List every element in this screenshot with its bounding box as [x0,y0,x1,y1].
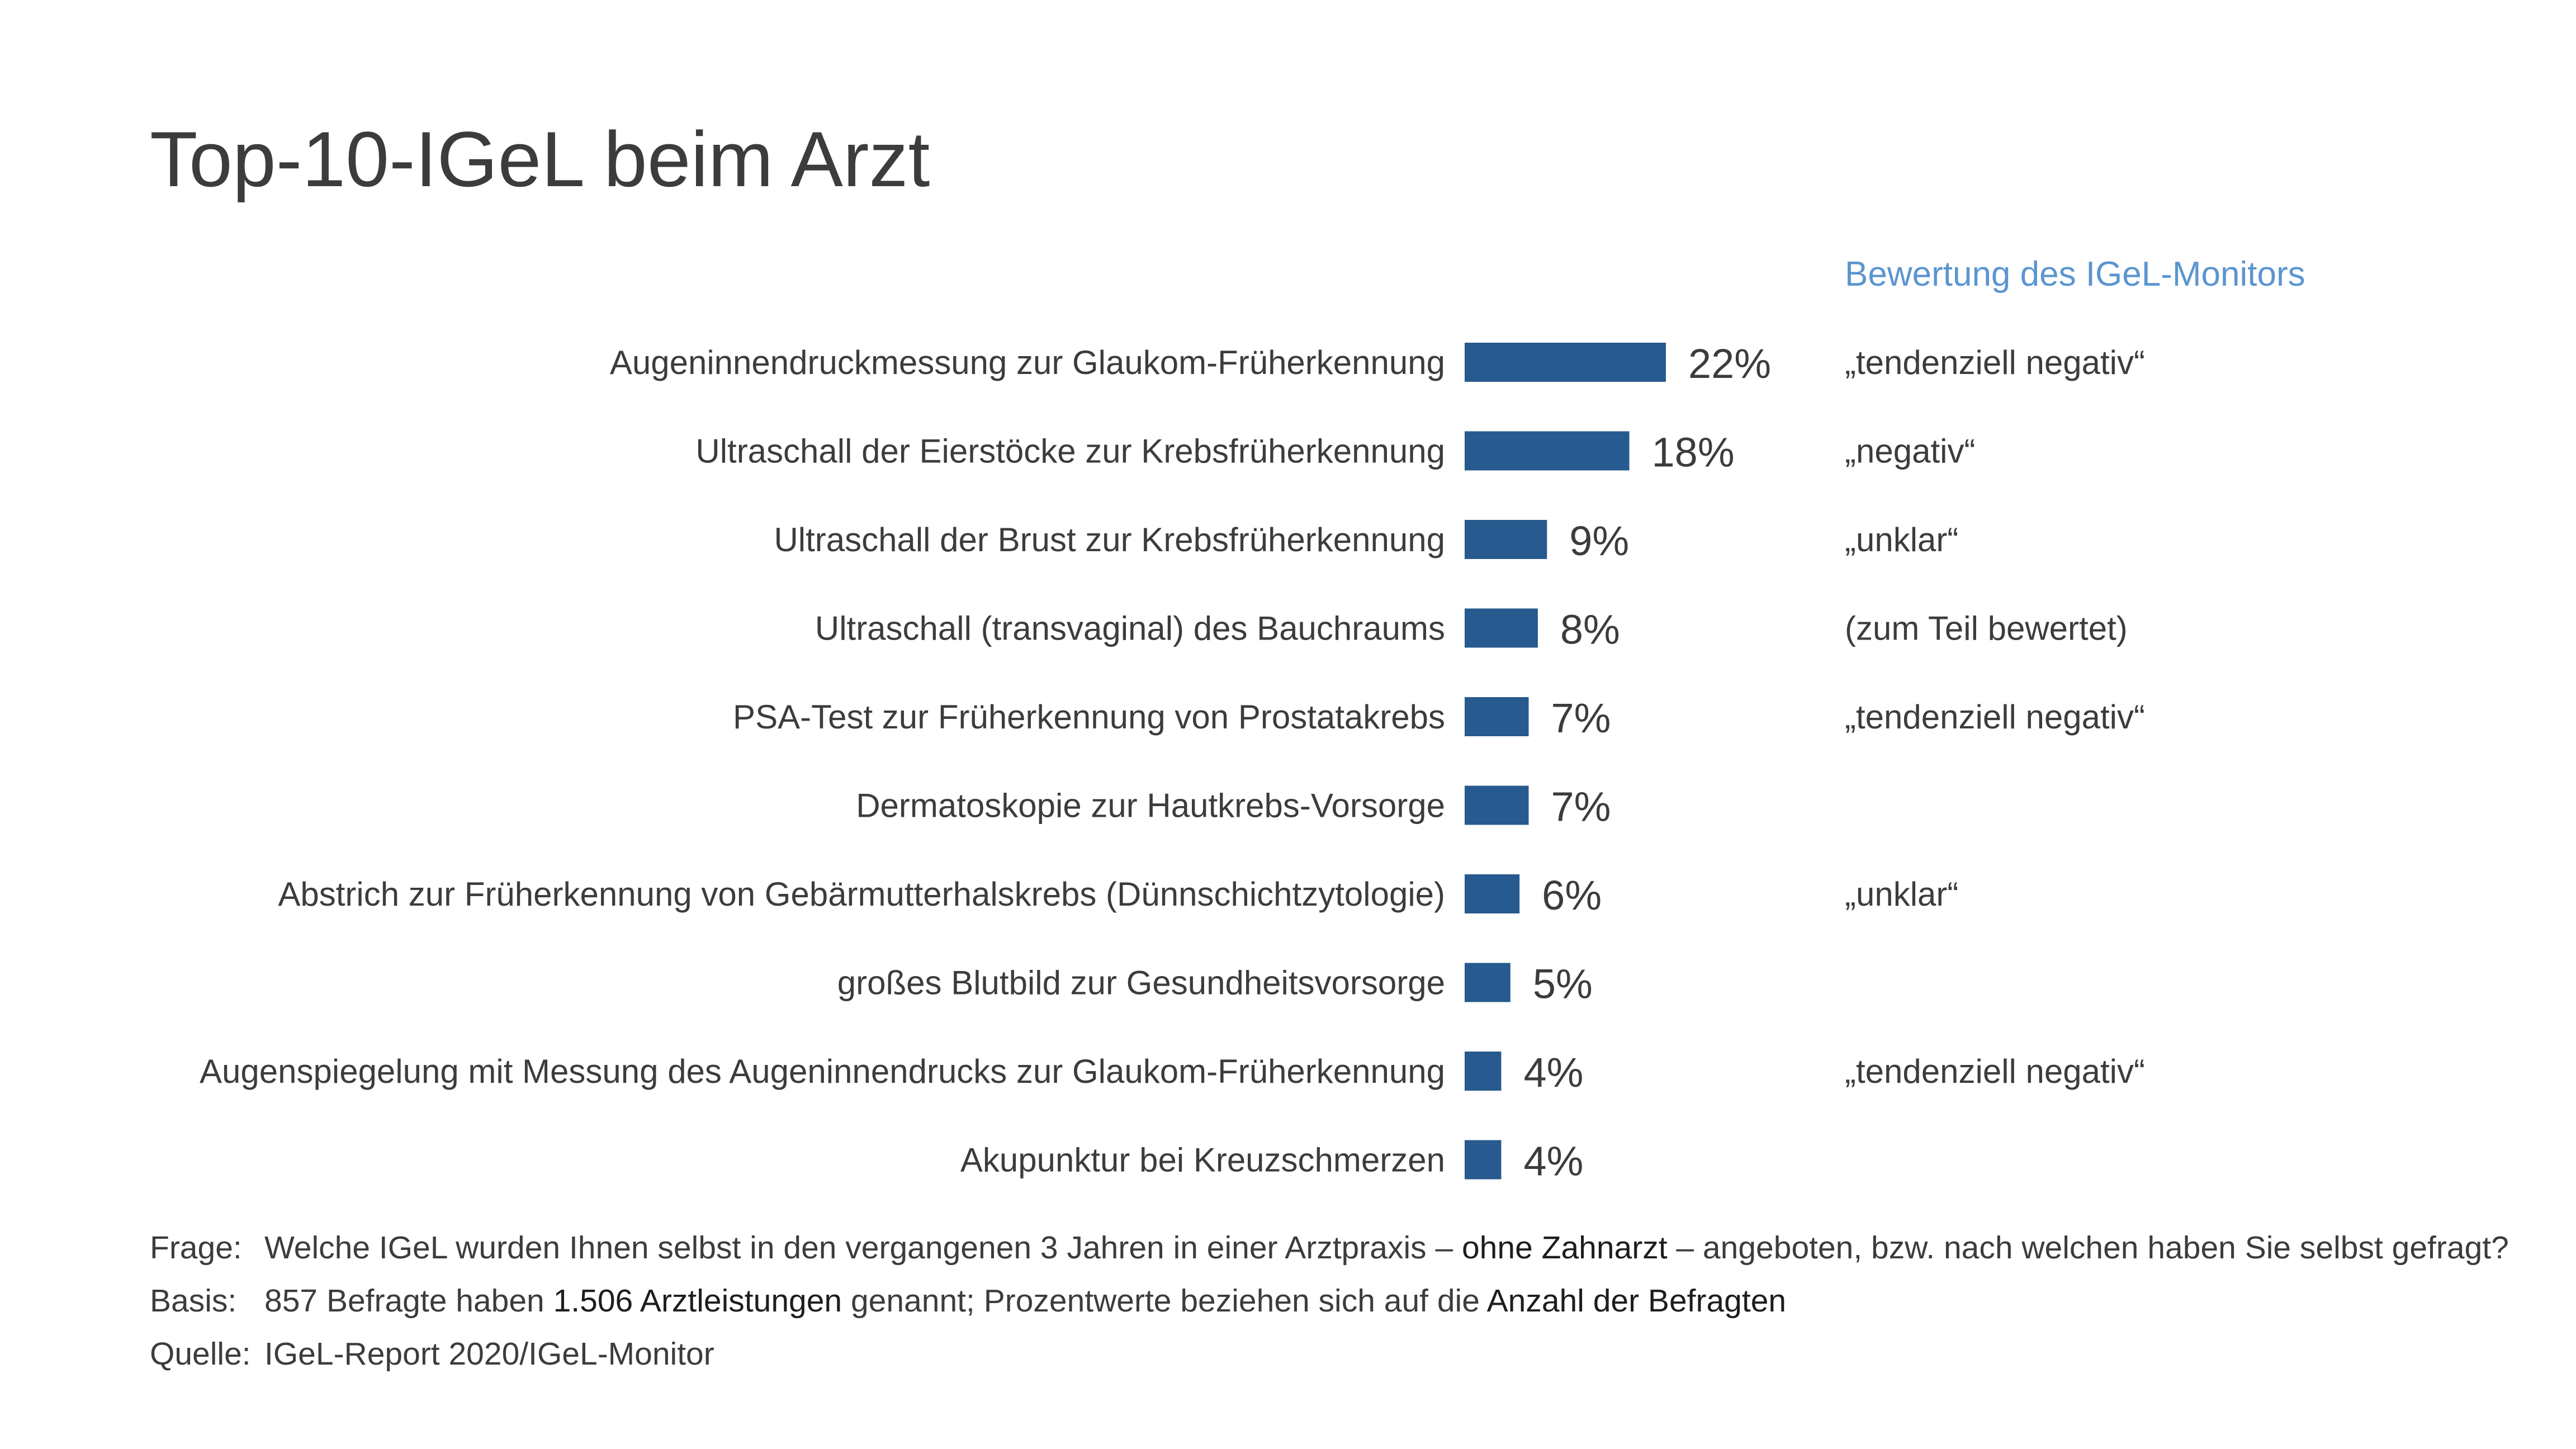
bar [1465,785,1529,825]
footnotes: Frage: Welche IGeL wurden Ihnen selbst i… [150,1221,2509,1381]
rating-label: „tendenziell negativ“ [1845,344,2145,381]
bar [1465,874,1520,913]
category-label: Akupunktur bei Kreuzschmerzen [960,1142,1445,1179]
data-label: 6% [1542,872,1602,918]
data-label: 4% [1523,1049,1583,1096]
data-label: 5% [1533,961,1593,1007]
footnote-basis-emphasis-2: Anzahl der Befragten [1486,1283,1787,1319]
bar [1465,431,1630,471]
footnote-question-key: Frage: [150,1230,242,1266]
rating-label: „unklar“ [1845,521,1958,558]
category-label: Dermatoskopie zur Hautkrebs-Vorsorge [856,787,1445,825]
footnote-question: Frage: Welche IGeL wurden Ihnen selbst i… [150,1221,2509,1275]
category-label: Ultraschall (transvaginal) des Bauchraum… [815,610,1445,647]
bar [1465,697,1529,736]
category-label: Augenspiegelung mit Messung des Augeninn… [200,1053,1445,1090]
category-label: Augeninnendruckmessung zur Glaukom-Frühe… [610,344,1445,381]
rating-label: „tendenziell negativ“ [1845,1053,2145,1090]
category-label: PSA-Test zur Früherkennung von Prostatak… [733,698,1445,736]
bar [1465,963,1510,1002]
footnote-question-emphasis: ohne Zahnarzt [1461,1230,1668,1266]
footnote-basis-text: 857 Befragte haben 1.506 Arztleistungen … [264,1283,1787,1319]
category-label: Ultraschall der Eierstöcke zur Krebsfrüh… [695,433,1445,470]
data-label: 4% [1523,1138,1583,1185]
rating-column-header: Bewertung des IGeL-Monitors [1845,255,2305,293]
rating-label: „unklar“ [1845,875,1958,913]
footnote-question-text: Welche IGeL wurden Ihnen selbst in den v… [264,1230,2509,1266]
footnote-source-key: Quelle: [150,1336,251,1372]
chart-title: Top-10-IGeL beim Arzt [150,115,930,203]
footnote-basis: Basis: 857 Befragte haben 1.506 Arztleis… [150,1275,2509,1328]
footnote-source: Quelle: IGeL-Report 2020/IGeL-Monitor [150,1328,2509,1381]
data-label: 22% [1688,340,1771,387]
category-label: Abstrich zur Früherkennung von Gebärmutt… [278,875,1445,913]
footnote-basis-key: Basis: [150,1283,237,1319]
data-label: 9% [1569,518,1629,564]
category-label: Ultraschall der Brust zur Krebsfrüherken… [774,521,1445,558]
bar [1465,1140,1502,1180]
footnote-source-text: IGeL-Report 2020/IGeL-Monitor [264,1336,714,1372]
bar [1465,608,1538,648]
data-label: 7% [1551,695,1611,741]
bar [1465,343,1666,382]
data-label: 8% [1560,607,1620,653]
data-label: 7% [1551,784,1611,830]
footnote-basis-emphasis-1: 1.506 Arztleistungen [553,1283,842,1319]
bar [1465,1052,1502,1091]
rating-label: (zum Teil bewertet) [1845,610,2128,647]
bar [1465,520,1547,559]
rating-label: „negativ“ [1845,433,1975,470]
category-label: großes Blutbild zur Gesundheitsvorsorge [837,964,1445,1002]
rating-label: „tendenziell negativ“ [1845,698,2145,736]
data-label: 18% [1652,429,1735,476]
